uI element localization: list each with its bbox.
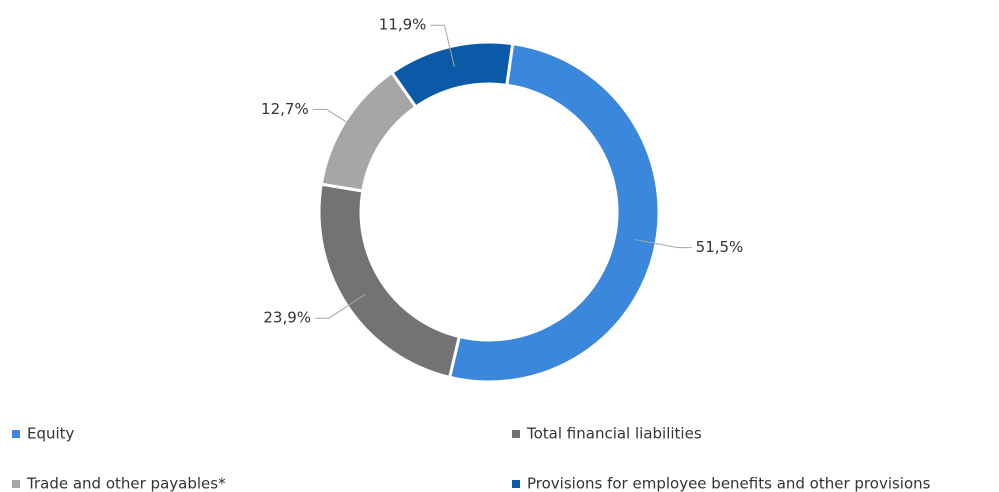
donut-segment — [317, 182, 462, 380]
leader-line — [312, 108, 364, 133]
leader-line — [315, 293, 366, 319]
donut-segment — [319, 70, 418, 193]
data-label: 11,9% — [379, 16, 427, 34]
donut-segment — [389, 40, 515, 110]
legend-label: Trade and other payables* — [26, 475, 226, 492]
legend-swatch — [12, 480, 20, 488]
legend-swatch — [512, 430, 520, 438]
legend-swatch — [512, 480, 520, 488]
leader-line — [430, 24, 455, 68]
donut-segment — [447, 41, 661, 384]
legend-label: Equity — [27, 425, 75, 443]
leader-line — [635, 239, 692, 249]
data-label: 51,5% — [696, 238, 744, 256]
data-label: 12,7% — [261, 100, 309, 118]
legend-swatch — [12, 430, 20, 438]
legend-label: Provisions for employee benefits and oth… — [527, 475, 931, 492]
data-label: 23,9% — [263, 309, 311, 327]
legend-label: Total financial liabilities — [526, 425, 702, 443]
